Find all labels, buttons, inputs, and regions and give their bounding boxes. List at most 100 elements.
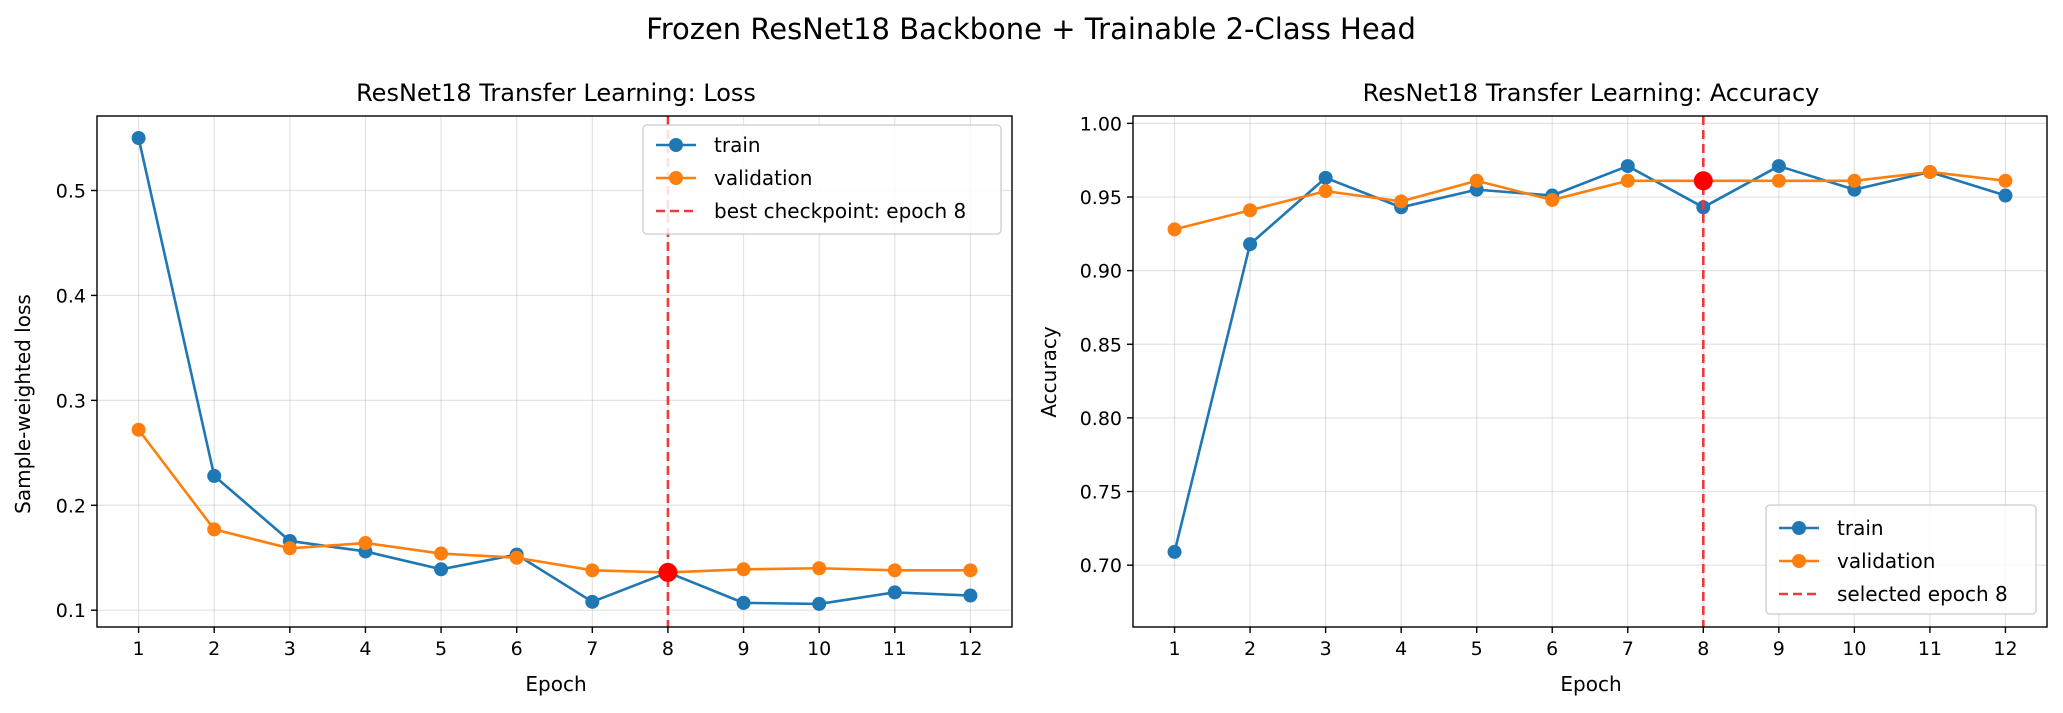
accuracy-x-tick-label: 3	[1320, 638, 1332, 660]
loss-x-tick-label: 8	[662, 638, 674, 660]
accuracy-x-tick-label: 8	[1697, 638, 1709, 660]
accuracy-legend-validation-marker	[1792, 554, 1806, 568]
accuracy-legend-train-label: train	[1837, 516, 1884, 540]
loss-x-tick-label: 9	[738, 638, 750, 660]
accuracy-x-tick-label: 10	[1842, 638, 1866, 660]
loss-y-tick-label: 0.4	[56, 285, 86, 307]
loss-y-tick-label: 0.5	[56, 180, 86, 202]
loss-y-tick-label: 0.1	[56, 600, 86, 622]
loss-y-ticks: 0.1 0.2 0.3 0.4 0.5	[56, 180, 97, 622]
loss-x-tick-label: 12	[958, 638, 982, 660]
loss-validation-point	[282, 541, 297, 556]
loss-validation-point	[812, 561, 827, 576]
accuracy-validation-point	[1620, 173, 1635, 188]
loss-train-point	[207, 468, 222, 483]
accuracy-validation-point	[1922, 164, 1937, 179]
accuracy-validation-point	[1771, 173, 1786, 188]
loss-axes-frame	[96, 115, 1013, 628]
loss-chart-title: ResNet18 Transfer Learning: Loss	[356, 79, 756, 107]
accuracy-y-axis-label: Accuracy	[1037, 326, 1061, 417]
accuracy-x-axis-label: Epoch	[1560, 672, 1621, 696]
accuracy-y-tick-label: 0.90	[1080, 261, 1122, 283]
accuracy-validation-point	[1243, 203, 1258, 218]
loss-x-tick-label: 11	[883, 638, 907, 660]
accuracy-train-point	[1771, 159, 1786, 174]
accuracy-validation-point	[1167, 222, 1182, 237]
loss-legend-train-marker	[669, 138, 683, 152]
loss-x-tick-label: 7	[586, 638, 598, 660]
accuracy-x-tick-label: 11	[1918, 638, 1942, 660]
accuracy-y-tick-label: 1.00	[1080, 113, 1122, 135]
accuracy-chart-title: ResNet18 Transfer Learning: Accuracy	[1363, 79, 1820, 107]
loss-selected-point	[658, 562, 678, 582]
loss-validation-point	[963, 563, 978, 578]
loss-x-tick-label: 3	[284, 638, 296, 660]
accuracy-validation-point	[1469, 173, 1484, 188]
loss-validation-point	[509, 550, 524, 565]
loss-x-tick-label: 6	[511, 638, 523, 660]
loss-train-point	[585, 594, 600, 609]
accuracy-x-ticks: 1 2 3 4 5 6 7 8 9 10 11 12	[1168, 627, 2018, 660]
loss-legend-box	[642, 124, 1002, 235]
accuracy-legend-train-marker	[1792, 521, 1806, 535]
accuracy-x-tick-label: 4	[1395, 638, 1407, 660]
accuracy-y-tick-label: 0.80	[1080, 408, 1122, 430]
accuracy-train-point	[1243, 237, 1258, 252]
accuracy-legend-box	[1765, 504, 2037, 615]
loss-legend-validation-label: validation	[714, 166, 812, 190]
loss-plot-area	[131, 116, 978, 627]
accuracy-plot-area	[1167, 116, 2013, 627]
accuracy-validation-point	[1318, 184, 1333, 199]
loss-x-tick-label: 4	[359, 638, 371, 660]
loss-legend-train-label: train	[714, 133, 761, 157]
accuracy-train-point	[1998, 188, 2013, 203]
loss-train-line	[137, 137, 971, 606]
accuracy-x-tick-label: 7	[1622, 638, 1634, 660]
accuracy-x-tick-label: 9	[1773, 638, 1785, 660]
loss-x-tick-label: 5	[435, 638, 447, 660]
loss-validation-line	[137, 428, 971, 574]
loss-x-tick-label: 2	[208, 638, 220, 660]
loss-legend: train validation best checkpoint: epoch …	[642, 124, 1002, 235]
accuracy-legend-validation-label: validation	[1837, 549, 1935, 573]
loss-x-tick-label: 1	[133, 638, 145, 660]
loss-x-axis-label: Epoch	[525, 672, 586, 696]
loss-train-point	[887, 585, 902, 600]
accuracy-selected-point	[1693, 171, 1713, 191]
accuracy-x-tick-label: 12	[1993, 638, 2017, 660]
accuracy-train-line	[1173, 164, 2006, 553]
accuracy-y-tick-label: 0.75	[1080, 482, 1122, 504]
loss-panel: ResNet18 Transfer Learning: Loss Epoch S…	[11, 79, 1013, 696]
loss-validation-point	[131, 422, 146, 437]
loss-x-tick-label: 10	[807, 638, 831, 660]
loss-validation-point	[358, 536, 373, 551]
accuracy-train-point	[1318, 170, 1333, 185]
loss-validation-point	[887, 563, 902, 578]
loss-validation-point	[434, 546, 449, 561]
accuracy-y-tick-label: 0.85	[1080, 334, 1122, 356]
accuracy-axes-frame	[1132, 115, 2048, 628]
accuracy-y-tick-label: 0.95	[1080, 187, 1122, 209]
loss-y-tick-label: 0.2	[56, 495, 86, 517]
figure-title: Frozen ResNet18 Backbone + Trainable 2-C…	[646, 12, 1416, 46]
accuracy-train-point	[1620, 159, 1635, 174]
loss-y-tick-label: 0.3	[56, 390, 86, 412]
accuracy-y-ticks: 0.70 0.75 0.80 0.85 0.90 0.95 1.00	[1080, 113, 1133, 577]
accuracy-train-point	[1167, 544, 1182, 559]
loss-x-ticks: 1 2 3 4 5 6 7 8 9 10 11 12	[133, 627, 983, 660]
loss-train-point	[963, 588, 978, 603]
accuracy-validation-point	[1394, 194, 1409, 209]
accuracy-validation-point	[1847, 173, 1862, 188]
accuracy-validation-point	[1998, 173, 2013, 188]
loss-validation-point	[736, 562, 751, 577]
loss-y-axis-label: Sample-weighted loss	[11, 294, 35, 514]
loss-legend-validation-marker	[669, 171, 683, 185]
loss-train-point	[434, 562, 449, 577]
accuracy-legend: train validation selected epoch 8	[1765, 504, 2037, 615]
accuracy-x-tick-label: 5	[1471, 638, 1483, 660]
loss-legend-checkpoint-label: best checkpoint: epoch 8	[714, 199, 966, 223]
loss-train-point	[736, 595, 751, 610]
accuracy-validation-point	[1545, 192, 1560, 207]
loss-train-point	[131, 131, 146, 146]
